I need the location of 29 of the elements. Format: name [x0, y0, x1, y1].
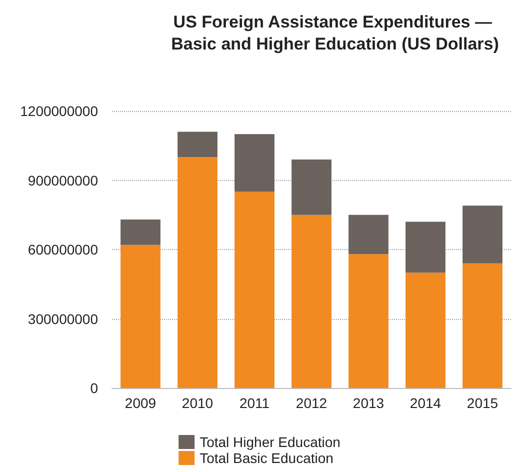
- bar: [462, 206, 502, 264]
- bar: [406, 222, 446, 273]
- bar: [406, 272, 446, 388]
- y-tick-label: 1200000000: [20, 103, 98, 119]
- bar: [234, 192, 274, 388]
- x-tick-label: 2013: [352, 395, 384, 411]
- x-tick-label: 2009: [124, 395, 156, 411]
- y-tick-label: 900000000: [28, 172, 98, 188]
- x-tick-label: 2014: [410, 395, 442, 411]
- bar: [462, 263, 502, 388]
- bar: [234, 134, 274, 192]
- x-tick-label: 2015: [466, 395, 498, 411]
- bar: [120, 244, 160, 388]
- legend-label: Total Basic Education: [200, 450, 334, 466]
- bar: [178, 132, 218, 158]
- x-tick-label: 2011: [239, 395, 270, 411]
- bar: [348, 254, 388, 388]
- x-tick-label: 2012: [296, 395, 328, 411]
- y-tick-label: 0: [90, 380, 98, 396]
- bar: [348, 214, 388, 254]
- y-tick-label: 300000000: [28, 310, 98, 327]
- bar: [292, 159, 332, 215]
- bar: [120, 219, 160, 245]
- chart-title: US Foreign Assistance Expenditures — Basic and Higher Education (US Dollars): [171, 12, 499, 54]
- x-tick-label: 2010: [182, 395, 214, 411]
- bar: [178, 157, 218, 388]
- legend-label: Total Higher Education: [200, 434, 340, 450]
- bar: [292, 214, 332, 388]
- y-tick-label: 600000000: [28, 242, 98, 258]
